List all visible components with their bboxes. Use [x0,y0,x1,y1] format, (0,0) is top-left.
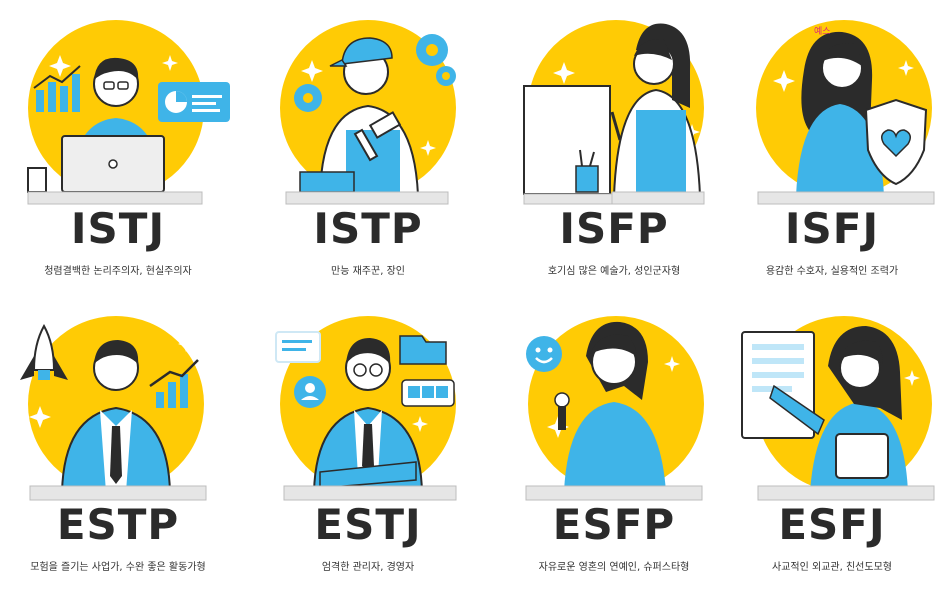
smiley-icon [526,336,562,372]
card-isfp[interactable]: ISFP 호기심 많은 예술가, 성인군자형 [496,0,732,295]
esfj-illustration [741,316,935,501]
type-description: 모험을 즐기는 사업가, 수완 좋은 활동가형 [30,562,206,573]
folder-icon [399,335,447,365]
type-label: ISFJ [784,204,880,253]
type-label: ISTJ [70,204,166,253]
estp-illustration [20,316,207,501]
type-label: ESTP [56,500,180,549]
type-description: 청렴결백한 논리주의자, 현실주의자 [44,266,192,277]
type-label: ISTP [313,204,423,253]
isfp-illustration [523,20,705,205]
card-istj[interactable]: ISTJ 청렴결백한 논리주의자, 현실주의자 [0,0,236,295]
type-label: ISFP [559,204,669,253]
estj-illustration [275,316,457,501]
card-isfj[interactable]: 예스 ISFJ 용감한 수호자, 실용적인 조력가 [714,0,946,295]
esfp-illustration [525,316,704,501]
type-description: 용감한 수호자, 실용적인 조력가 [765,266,899,277]
type-label: ESFP [552,500,676,549]
card-esfp[interactable]: ESFP 자유로운 영혼의 연예인, 슈퍼스타형 [496,296,732,591]
istp-illustration [280,20,456,205]
type-label: ESFJ [778,500,886,549]
type-description: 호기심 많은 예술가, 성인군자형 [547,266,681,277]
growth-chart-icon [149,359,199,408]
shield-icon [864,98,928,186]
card-istp[interactable]: ISTP 만능 재주꾼, 장인 [250,0,486,295]
type-description: 엄격한 관리자, 경영자 [321,562,415,573]
type-description: 만능 재주꾼, 장인 [331,266,405,277]
card-esfj[interactable]: ESFJ 사교적인 외교관, 친선도모형 [714,296,946,591]
istj-illustration [27,20,230,205]
type-label: ESTJ [314,500,422,549]
card-estp[interactable]: ESTP 모험을 즐기는 사업가, 수완 좋은 활동가형 [0,296,236,591]
card-estj[interactable]: ESTJ 엄격한 관리자, 경영자 [250,296,486,591]
stamp-mark: 예스 [814,27,831,37]
microphone-icon [554,392,570,430]
type-description: 자유로운 영혼의 연예인, 슈퍼스타형 [538,562,690,573]
bar-chart-icon [33,65,81,112]
gear-icon [294,34,456,112]
user-icon [294,376,326,408]
checklist-icon [401,379,455,407]
document-icon [275,331,321,363]
type-description: 사교적인 외교관, 친선도모형 [772,562,892,573]
dashboard-panel-icon [158,82,230,122]
isfj-illustration [756,20,935,205]
rocket-icon [20,323,68,380]
